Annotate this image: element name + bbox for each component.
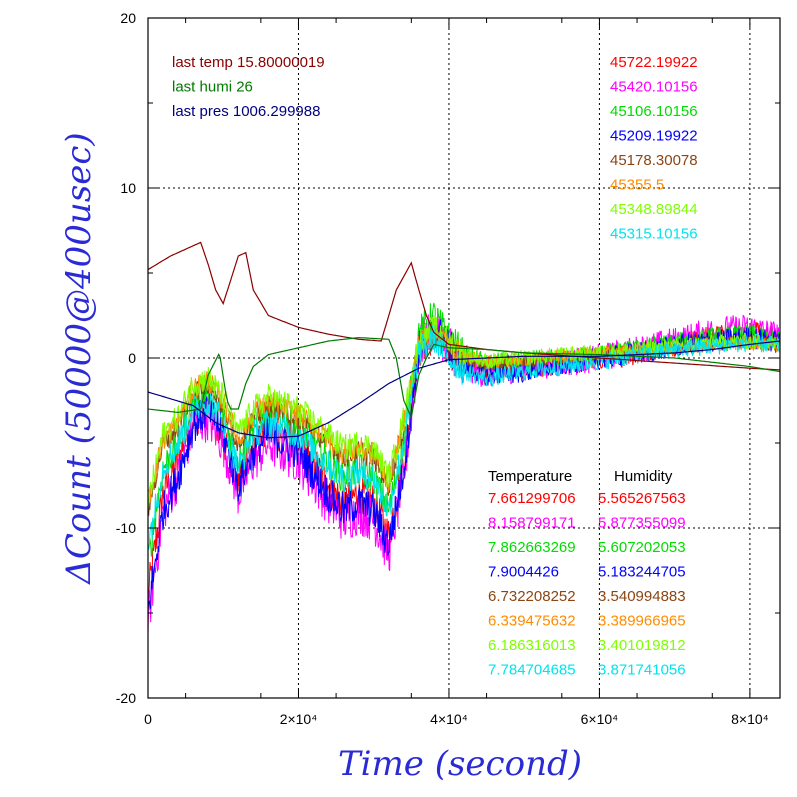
- series-line-7: [147, 314, 781, 507]
- series-line-9: [147, 241, 781, 371]
- coef-temp-2: 8.158799171: [488, 515, 576, 532]
- coef-temp-1: 7.661299706: [488, 490, 576, 507]
- last-values: last temp 15.80000019 last humi 26 last pr…: [172, 54, 325, 120]
- coef-humi-1: 5.565267563: [598, 490, 686, 507]
- x-tick-label: 4×10⁴: [430, 711, 468, 727]
- right-value-8: 45315.10156: [610, 226, 698, 243]
- x-tick-label: 6×10⁴: [581, 711, 619, 727]
- last-value-3: last pres 1006.299988: [172, 103, 320, 120]
- right-value-6: 45355.5: [610, 177, 664, 194]
- coef-temp-7: 6.186316013: [488, 637, 576, 654]
- x-tick-label: 8×10⁴: [731, 711, 769, 727]
- series-layer: [147, 241, 781, 636]
- right-value-7: 45348.89844: [610, 201, 698, 218]
- coef-temp-3: 7.862663269: [488, 539, 576, 556]
- coef-header-humidity: Humidity: [614, 468, 673, 485]
- x-tick-label: 0: [144, 711, 152, 727]
- coef-humi-7: 3.401019812: [598, 637, 686, 654]
- x-axis-label: Time (second): [338, 744, 582, 784]
- coef-temp-8: 7.784704685: [488, 662, 576, 679]
- ticks: [147, 17, 780, 699]
- coef-humi-4: 5.183244705: [598, 564, 686, 581]
- coef-humi-3: 5.607202053: [598, 539, 686, 556]
- coefficient-rows: 7.661299706 5.565267563 8.158799171 5.87735…: [488, 490, 686, 679]
- coef-humi-8: 3.871741056: [598, 662, 686, 679]
- right-value-3: 45106.10156: [610, 103, 698, 120]
- coef-temp-6: 6.339475632: [488, 613, 576, 630]
- coef-header-temperature: Temperature: [488, 468, 572, 485]
- last-value-1: last temp 15.80000019: [172, 54, 325, 71]
- right-value-4: 45209.19922: [610, 128, 698, 145]
- coef-temp-5: 6.732208252: [488, 588, 576, 605]
- coef-humi-6: 3.389966965: [598, 613, 686, 630]
- x-tick-label: 2×10⁴: [280, 711, 318, 727]
- y-axis-label: ΔCount (50000@400usec): [59, 132, 99, 585]
- right-values: 45722.19922 45420.10156 45106.10156 45209.1…: [610, 54, 698, 243]
- series-line-8: [147, 325, 781, 551]
- last-value-2: last humi 26: [172, 79, 253, 96]
- coef-humi-5: 3.540994883: [598, 588, 686, 605]
- coef-humi-2: 5.877355099: [598, 515, 686, 532]
- tick-labels: 0 2×10⁴ 4×10⁴ 6×10⁴ 8×10⁴ -20 -10 0 10 20: [116, 10, 769, 727]
- right-value-2: 45420.10156: [610, 79, 698, 96]
- right-value-1: 45722.19922: [610, 54, 698, 71]
- y-tick-label: 0: [128, 350, 136, 366]
- coef-temp-4: 7.9004426: [488, 564, 559, 581]
- series-line-11: [147, 340, 781, 439]
- y-tick-label: -20: [116, 690, 136, 706]
- y-tick-label: 20: [120, 10, 136, 26]
- right-value-5: 45178.30078: [610, 152, 698, 169]
- y-tick-label: -10: [116, 520, 136, 536]
- y-tick-label: 10: [120, 180, 136, 196]
- series-line-10: [147, 336, 781, 420]
